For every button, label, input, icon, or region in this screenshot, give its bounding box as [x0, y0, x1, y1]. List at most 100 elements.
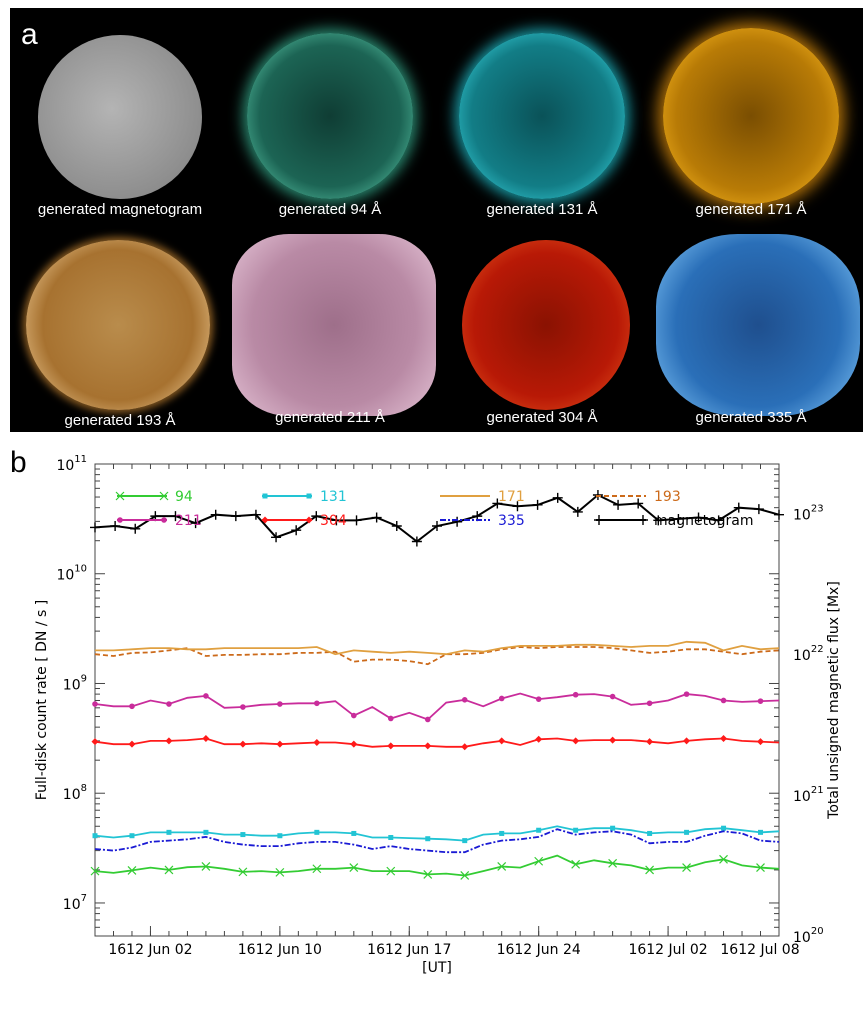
- legend-entry-304: 304: [261, 513, 347, 529]
- data-point-131: [684, 829, 690, 835]
- data-point-304: [165, 737, 173, 745]
- data-point-magnetogram: [552, 492, 563, 503]
- data-point-304: [646, 738, 654, 746]
- data-point-magnetogram: [371, 512, 382, 523]
- data-point-211: [314, 700, 320, 707]
- data-point-304: [535, 735, 543, 743]
- data-point-magnetogram: [592, 489, 603, 500]
- legend-marker: [159, 491, 169, 501]
- data-point-131: [351, 830, 357, 836]
- legend-marker: [306, 493, 312, 499]
- legend-label: 131: [320, 489, 347, 505]
- sun-image-94: [247, 33, 413, 199]
- series-line-171: [95, 640, 780, 656]
- series-211: [92, 691, 780, 723]
- series-line-131: [94, 825, 780, 842]
- legend-entry-94: 94: [115, 489, 193, 505]
- data-point-304: [202, 735, 210, 743]
- legend-entry-131: 131: [262, 489, 347, 505]
- data-point-magnetogram: [291, 525, 302, 536]
- data-point-304: [572, 737, 580, 745]
- data-point-magnetogram: [271, 532, 282, 543]
- y-tick-label: 1011: [56, 454, 87, 474]
- data-point-211: [535, 696, 542, 702]
- data-point-131: [388, 834, 394, 840]
- data-point-94: [571, 859, 581, 869]
- data-point-211: [498, 695, 505, 702]
- data-point-131: [129, 833, 135, 839]
- data-point-94: [460, 871, 470, 880]
- data-point-211: [240, 704, 246, 710]
- data-point-94: [275, 867, 285, 877]
- legend-entry-171: 171: [440, 489, 525, 505]
- legend-label: 94: [175, 489, 193, 505]
- data-point-304: [313, 738, 321, 746]
- data-point-magnetogram: [774, 509, 784, 520]
- data-point-94: [238, 867, 248, 877]
- legend-marker: [262, 493, 268, 499]
- legend-label: 304: [320, 513, 347, 529]
- x-tick-label: 1612 Jul 02: [628, 942, 707, 958]
- legend-label: 335: [498, 513, 525, 529]
- data-point-131: [536, 827, 542, 833]
- data-point-94: [349, 863, 359, 873]
- data-point-131: [462, 838, 468, 844]
- y-axis-label: Full-disk count rate [ DN / s ]: [34, 600, 50, 800]
- series-94: [90, 854, 780, 880]
- data-point-211: [461, 697, 468, 703]
- data-point-magnetogram: [230, 511, 241, 522]
- data-point-magnetogram: [492, 498, 503, 509]
- data-point-304: [91, 738, 99, 746]
- label-magnetogram: generated magnetogram: [37, 201, 203, 218]
- data-point-131: [203, 829, 209, 835]
- data-point-211: [351, 712, 357, 719]
- data-point-magnetogram: [411, 536, 422, 547]
- data-point-magnetogram: [351, 515, 362, 526]
- data-point-magnetogram: [613, 499, 624, 510]
- data-point-magnetogram: [512, 501, 523, 512]
- legend-marker: [117, 517, 123, 523]
- data-point-131: [758, 829, 764, 835]
- data-point-94: [423, 869, 433, 879]
- panel-letter-b: b: [10, 446, 27, 479]
- label-131: generated 131 Å: [486, 201, 598, 218]
- y2-tick-label: 1023: [793, 503, 824, 523]
- data-point-94: [164, 865, 174, 875]
- data-point-304: [387, 742, 395, 750]
- data-point-magnetogram: [673, 513, 684, 524]
- data-point-304: [461, 743, 469, 751]
- label-304: generated 304 Å: [486, 409, 598, 426]
- data-point-211: [129, 703, 135, 710]
- count-rate-chart: 107 108 109 1010 1011 1020 1021 1022 1023 1612 Ju…: [34, 454, 842, 976]
- data-point-magnetogram: [190, 518, 201, 529]
- data-point-131: [721, 825, 727, 831]
- data-point-magnetogram: [210, 509, 221, 520]
- legend-marker: [115, 491, 125, 501]
- x-tick-label: 1612 Jun 24: [497, 942, 581, 958]
- data-point-211: [277, 701, 283, 707]
- y-tick-label: 109: [63, 673, 87, 693]
- series-193: [94, 646, 780, 666]
- data-point-131: [92, 833, 98, 839]
- data-point-304: [683, 737, 691, 745]
- y2-tick-label: 1020: [793, 926, 824, 946]
- series-171: [95, 640, 780, 656]
- data-point-magnetogram: [733, 502, 744, 513]
- data-point-131: [240, 832, 246, 838]
- data-point-magnetogram: [572, 506, 583, 517]
- data-point-94: [312, 864, 322, 874]
- data-point-211: [387, 715, 394, 722]
- data-point-211: [424, 716, 431, 723]
- data-point-94: [127, 865, 137, 875]
- legend-label: 193: [654, 489, 681, 505]
- legend-marker: [638, 515, 648, 525]
- data-point-magnetogram: [432, 520, 442, 531]
- data-point-magnetogram: [633, 498, 644, 509]
- data-point-131: [166, 829, 172, 835]
- data-point-304: [276, 740, 284, 748]
- data-point-94: [645, 865, 655, 875]
- data-point-94: [608, 858, 618, 868]
- data-point-94: [497, 862, 507, 871]
- data-point-magnetogram: [110, 520, 121, 531]
- sun-image-193: [26, 240, 210, 410]
